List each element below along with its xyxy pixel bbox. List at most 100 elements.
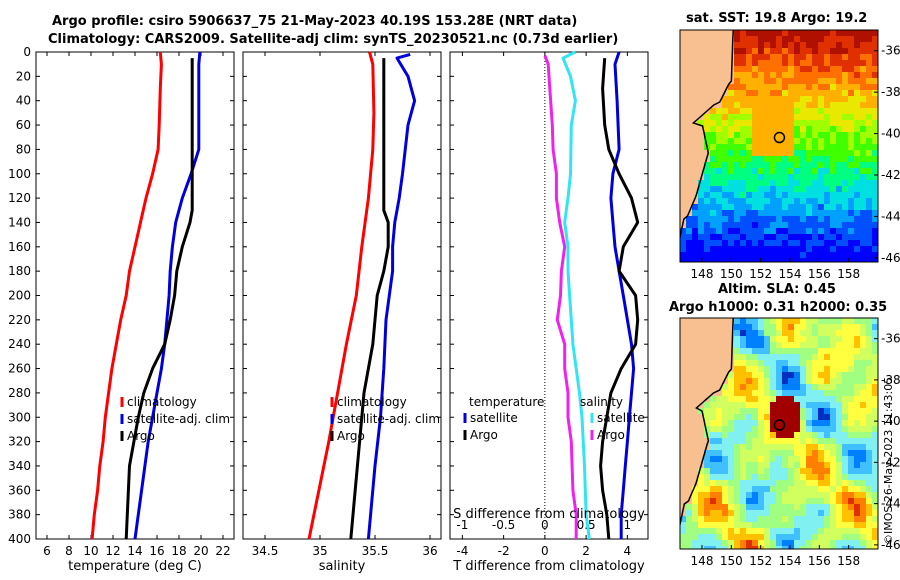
sla-cell — [788, 486, 794, 492]
sst-cell — [764, 90, 770, 96]
sla-cell — [860, 366, 866, 372]
sst-cell — [836, 162, 842, 168]
sla-cell — [854, 546, 860, 549]
sla-cell — [830, 318, 836, 324]
sst-cell — [734, 168, 740, 174]
sst-cell — [848, 102, 854, 108]
sst-cell — [728, 168, 734, 174]
sla-y-tick-label: -42 — [881, 455, 900, 469]
sla-cell — [764, 438, 770, 444]
sst-cell — [716, 186, 722, 192]
sst-cell — [752, 90, 758, 96]
y-tick-label: 320 — [8, 435, 31, 449]
sla-cell — [830, 378, 836, 384]
sst-cell — [734, 138, 740, 144]
sla-cell — [770, 540, 776, 546]
sst-cell — [860, 120, 866, 126]
sla-cell — [722, 492, 728, 498]
sla-cell — [710, 450, 716, 456]
y-tick-label: 260 — [8, 362, 31, 376]
sst-cell — [758, 60, 764, 66]
sla-cell — [842, 498, 848, 504]
sla-cell — [710, 474, 716, 480]
sla-cell — [788, 378, 794, 384]
sla-cell — [872, 504, 878, 510]
sla-cell — [848, 498, 854, 504]
sst-cell — [788, 204, 794, 210]
sla-cell — [692, 504, 698, 510]
sla-cell — [782, 522, 788, 528]
sst-cell — [788, 144, 794, 150]
sst-cell — [776, 144, 782, 150]
sst-cell — [764, 132, 770, 138]
sla-cell — [800, 486, 806, 492]
sla-cell — [872, 408, 878, 414]
sst-cell — [794, 198, 800, 204]
sst-cell — [824, 138, 830, 144]
sst-cell — [722, 192, 728, 198]
sla-cell — [812, 498, 818, 504]
sla-x-tick-label: 156 — [808, 554, 831, 568]
sla-cell — [710, 528, 716, 534]
sst-cell — [800, 108, 806, 114]
sst-cell — [842, 204, 848, 210]
y-tick-label: 400 — [8, 532, 31, 546]
sst-cell — [806, 126, 812, 132]
sst-cell — [806, 192, 812, 198]
sst-cell — [872, 54, 878, 60]
sst-cell — [848, 54, 854, 60]
sst-cell — [830, 90, 836, 96]
sla-cell — [710, 444, 716, 450]
sst-cell — [818, 252, 824, 258]
sst-cell — [824, 180, 830, 186]
sla-cell — [728, 408, 734, 414]
sst-cell — [764, 198, 770, 204]
sst-cell — [692, 240, 698, 246]
sst-cell — [800, 30, 806, 36]
sst-cell — [830, 174, 836, 180]
sla-cell — [746, 420, 752, 426]
sla-cell — [752, 546, 758, 549]
sst-cell — [794, 222, 800, 228]
sla-cell — [836, 456, 842, 462]
sst-cell — [860, 252, 866, 258]
sst-cell — [860, 246, 866, 252]
sla-cell — [764, 342, 770, 348]
sla-cell — [866, 528, 872, 534]
sst-cell — [746, 210, 752, 216]
sst-cell — [782, 204, 788, 210]
sst-cell — [818, 168, 824, 174]
sla-cell — [866, 348, 872, 354]
sla-cell — [722, 474, 728, 480]
sst-cell — [764, 252, 770, 258]
sst-cell — [842, 96, 848, 102]
sla-cell — [776, 516, 782, 522]
sla-cell — [854, 498, 860, 504]
sla-cell — [752, 492, 758, 498]
sst-cell — [758, 168, 764, 174]
sla-cell — [722, 384, 728, 390]
sla-cell — [860, 474, 866, 480]
sst-cell — [830, 210, 836, 216]
sla-cell — [866, 534, 872, 540]
sla-cell — [734, 420, 740, 426]
sst-cell — [704, 132, 710, 138]
sst-cell — [734, 72, 740, 78]
sla-cell — [782, 486, 788, 492]
sla-cell — [794, 450, 800, 456]
sla-cell — [770, 480, 776, 486]
sla-cell — [752, 384, 758, 390]
sst-cell — [692, 222, 698, 228]
sst-cell — [740, 126, 746, 132]
sst-cell — [842, 78, 848, 84]
sst-cell — [716, 210, 722, 216]
sla-cell — [794, 486, 800, 492]
sst-cell — [860, 204, 866, 210]
sst-cell — [776, 126, 782, 132]
sst-cell — [866, 126, 872, 132]
sst-cell — [770, 168, 776, 174]
sst-cell — [746, 174, 752, 180]
sla-cell — [800, 534, 806, 540]
sla-cell — [728, 528, 734, 534]
sst-cell — [782, 258, 788, 262]
